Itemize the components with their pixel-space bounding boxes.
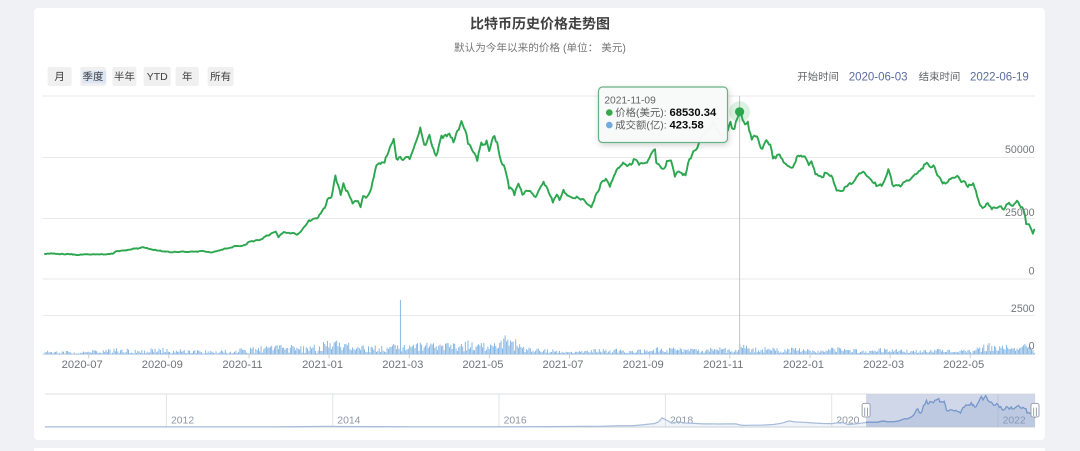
svg-text:423.58: 423.58 — [670, 120, 704, 132]
svg-text:2014: 2014 — [337, 415, 360, 426]
svg-text:2021-11: 2021-11 — [703, 359, 743, 371]
svg-text:2021-11-09: 2021-11-09 — [604, 95, 656, 106]
svg-text:2021-09: 2021-09 — [623, 359, 664, 371]
svg-text:):: ): — [660, 121, 666, 132]
svg-text:2022-05: 2022-05 — [943, 359, 984, 371]
svg-text:2021-05: 2021-05 — [462, 359, 503, 371]
svg-text:2022: 2022 — [1003, 415, 1026, 426]
svg-text:2020-11: 2020-11 — [222, 359, 262, 371]
svg-text:):: ): — [660, 108, 666, 119]
svg-text:0: 0 — [1029, 340, 1035, 352]
svg-text:2021-07: 2021-07 — [542, 359, 583, 371]
svg-text:2022-03: 2022-03 — [863, 359, 904, 371]
svg-text:0: 0 — [1029, 265, 1035, 277]
svg-text:2020-09: 2020-09 — [142, 359, 183, 371]
svg-text:68530.34: 68530.34 — [670, 107, 717, 119]
svg-text:YTD: YTD — [147, 71, 168, 83]
svg-text:2500: 2500 — [1011, 303, 1035, 315]
svg-text:2020-06-03: 2020-06-03 — [849, 71, 908, 83]
svg-text:): ) — [622, 42, 626, 54]
svg-text:2020-07: 2020-07 — [62, 359, 103, 371]
svg-text:2020: 2020 — [836, 415, 859, 426]
svg-text:2018: 2018 — [670, 415, 693, 426]
svg-text:2022-01: 2022-01 — [783, 359, 824, 371]
svg-text:(: ( — [646, 121, 650, 132]
svg-text:2022-06-19: 2022-06-19 — [970, 71, 1029, 83]
svg-text:2021-03: 2021-03 — [382, 359, 423, 371]
svg-text:2016: 2016 — [504, 415, 527, 426]
svg-text:50000: 50000 — [1005, 144, 1035, 156]
svg-text:2021-01: 2021-01 — [302, 359, 343, 371]
svg-text:(: ( — [563, 42, 567, 54]
svg-text:25000: 25000 — [1005, 207, 1035, 219]
svg-text:(: ( — [636, 108, 640, 119]
svg-text:2012: 2012 — [171, 415, 194, 426]
